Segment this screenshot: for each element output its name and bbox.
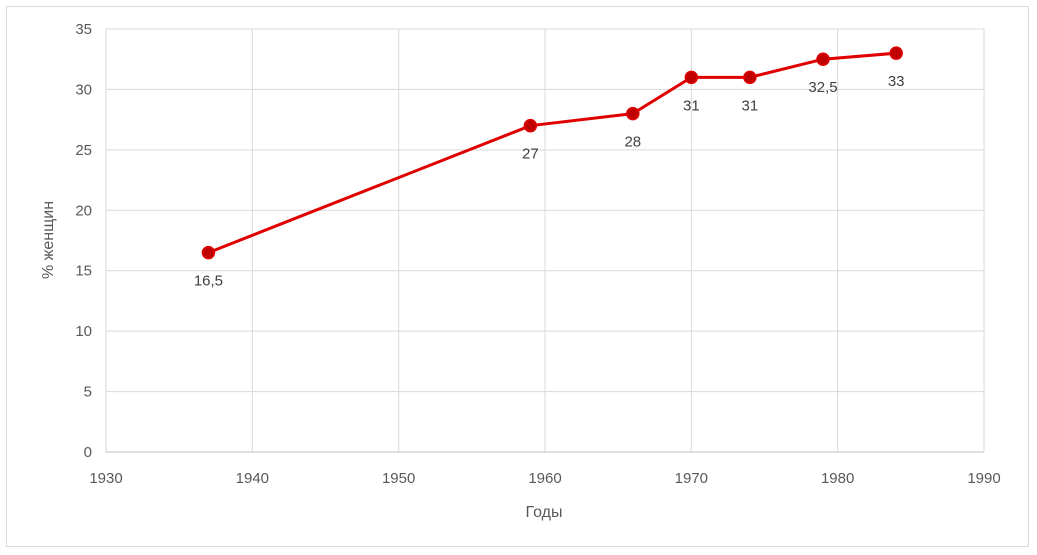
data-label: 16,5 [194, 273, 223, 290]
series-line [207, 51, 897, 254]
data-point [684, 70, 699, 85]
data-point [816, 52, 830, 66]
x-tick-label: 1950 [382, 470, 415, 487]
chart-frame [6, 6, 1029, 547]
y-tick-label: 5 [84, 384, 92, 401]
data-label: 31 [683, 97, 700, 114]
x-tick-label: 1980 [821, 470, 854, 487]
x-tick-label: 1990 [967, 470, 1000, 487]
data-label: 28 [624, 134, 641, 151]
y-tick-label: 20 [75, 202, 92, 219]
y-tick-label: 25 [75, 142, 92, 159]
y-axis-title: % женщин [40, 201, 57, 279]
y-tick-label: 10 [75, 323, 92, 340]
data-label: 27 [522, 146, 539, 163]
data-labels: 16,5 27 28 31 31 32,5 33 [194, 73, 905, 289]
x-tick-label: 1970 [675, 470, 708, 487]
data-point [201, 245, 216, 260]
grid [105, 28, 985, 452]
data-label: 33 [888, 73, 905, 90]
series [201, 46, 903, 260]
data-label: 32,5 [808, 79, 837, 96]
axes: 0 5 10 15 20 25 30 35 1930 1940 1950 1960 1970 1980 19… [75, 21, 1000, 487]
x-tick-label: 1930 [89, 470, 122, 487]
y-tick-label: 0 [84, 444, 92, 461]
x-tick-label: 1940 [236, 470, 269, 487]
data-label: 31 [742, 97, 759, 114]
x-axis-title: Годы [526, 504, 563, 521]
y-tick-label: 35 [75, 21, 92, 38]
data-point [626, 106, 640, 121]
y-tick-label: 15 [75, 263, 92, 280]
data-point [889, 46, 903, 60]
y-tick-label: 30 [75, 81, 92, 98]
x-tick-label: 1960 [528, 470, 561, 487]
data-point [523, 118, 538, 133]
data-point [743, 70, 757, 85]
